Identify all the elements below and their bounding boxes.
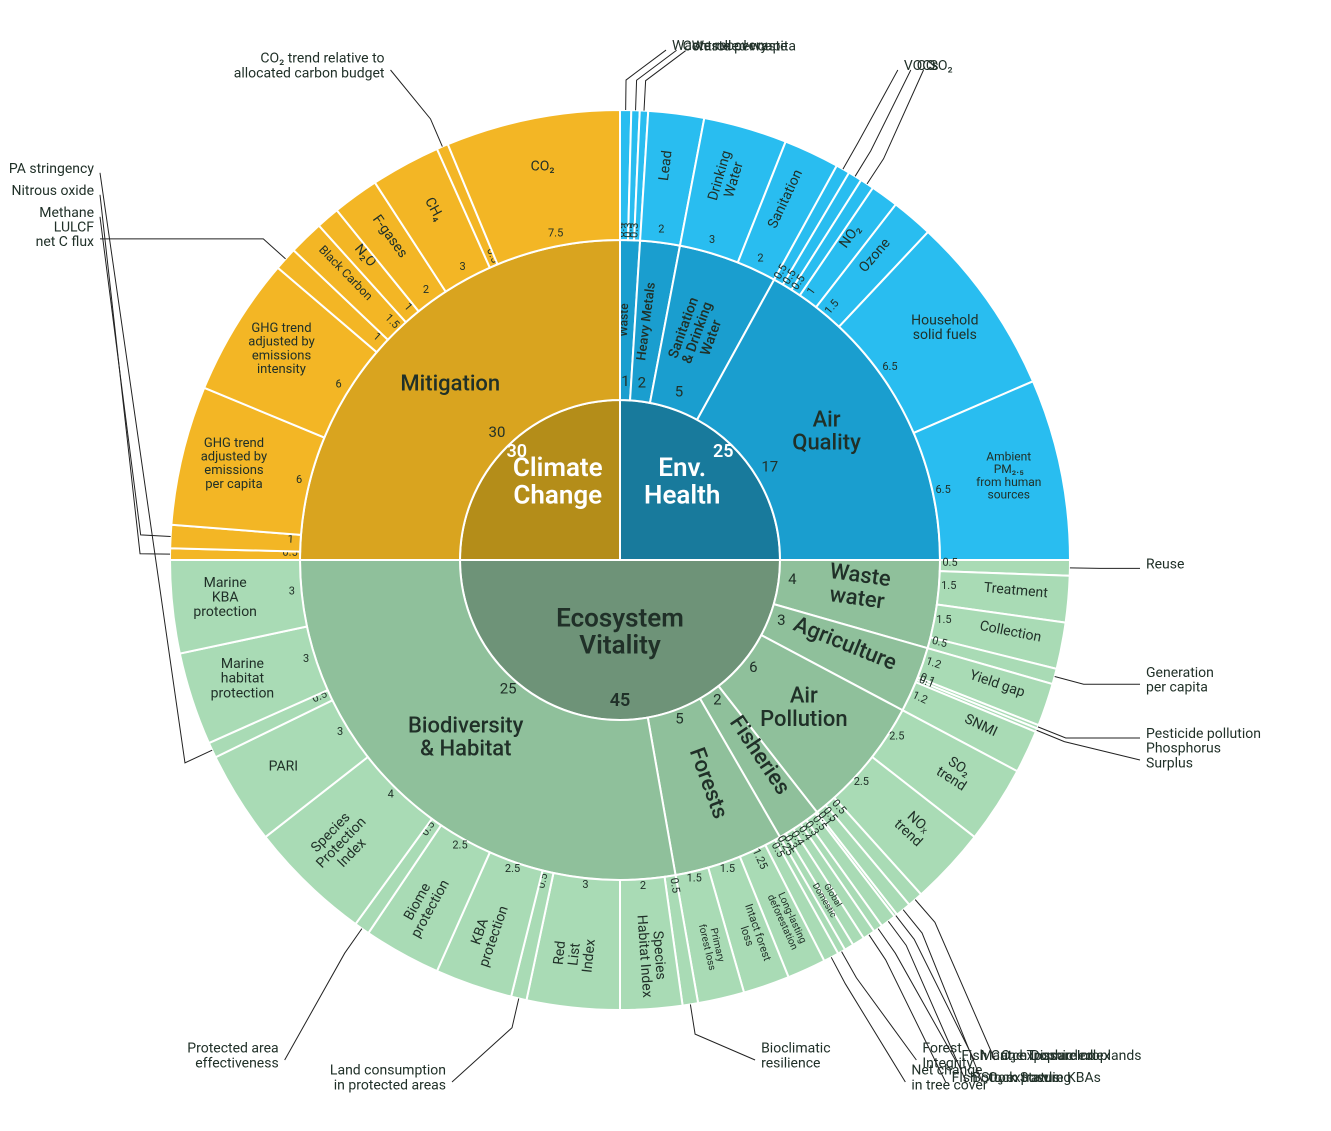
sunburst-chart: Env.Health25EcosystemVitality45ClimateCh… [0,0,1331,1131]
svg-text:VOCs: VOCs [904,58,939,74]
svg-text:Fish Catch Discarded: Fish Catch Discarded [961,1048,1093,1064]
svg-text:Generationper capita: Generationper capita [1146,665,1214,696]
svg-text:Protected areaeffectiveness: Protected areaeffectiveness [187,1041,278,1072]
svg-text:Nitrous oxide: Nitrous oxide [12,183,95,199]
svg-text:Bioclimaticresilience: Bioclimaticresilience [761,1041,830,1072]
svg-text:O₃ exposure KBAs: O₃ exposure KBAs [988,1070,1101,1086]
svg-text:Pesticide pollution: Pesticide pollution [1146,726,1261,742]
svg-text:Bottom trawling: Bottom trawling [972,1070,1071,1086]
svg-text:O₃ exposure croplands: O₃ exposure croplands [1001,1048,1142,1064]
svg-text:Waste per capita: Waste per capita [692,39,796,55]
svg-text:CO₂ trend relative toallocated: CO₂ trend relative toallocated carbon bu… [234,51,385,82]
svg-text:CO: CO [917,58,936,74]
svg-text:ForestIntegrity: ForestIntegrity [922,1041,973,1072]
svg-text:LULCFnet C flux: LULCFnet C flux [36,219,95,250]
svg-text:PA stringency: PA stringency [9,161,95,177]
svg-text:PhosphorusSurplus: PhosphorusSurplus [1146,741,1221,772]
svg-text:Controlled waste: Controlled waste [683,38,788,54]
svg-text:Reuse: Reuse [1146,556,1184,572]
svg-text:Methane: Methane [39,205,94,221]
svg-text:Waste recovery: Waste recovery [672,38,768,54]
svg-text:Fish Stock Status: Fish Stock Status [952,1070,1060,1086]
svg-text:SO₂: SO₂ [930,58,953,74]
svg-text:Marine Trophic Index: Marine Trophic Index [980,1048,1110,1064]
svg-text:Land consumptionin protected a: Land consumptionin protected areas [330,1063,446,1094]
